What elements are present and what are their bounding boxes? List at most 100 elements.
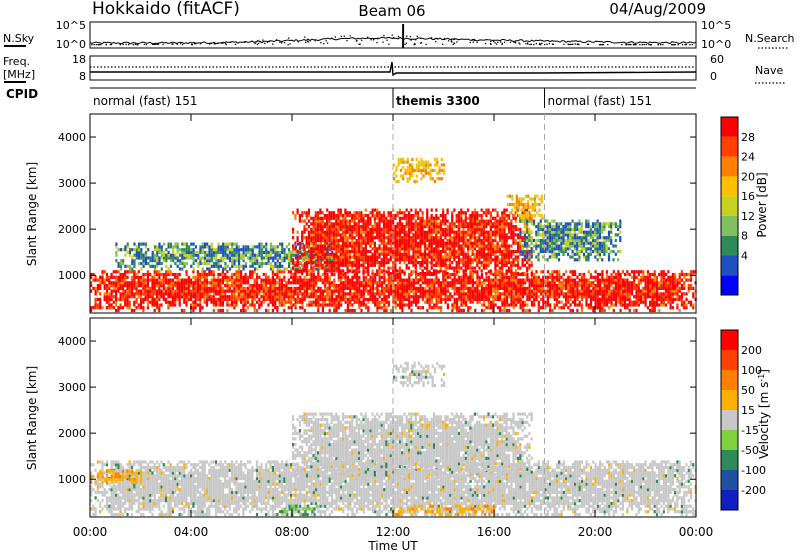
heatmap-cell <box>119 295 122 299</box>
heatmap-cell <box>346 303 349 307</box>
heatmap-cell <box>321 292 324 296</box>
heatmap-cell <box>342 225 345 229</box>
heatmap-cell <box>178 292 181 296</box>
heatmap-cell <box>378 225 381 229</box>
heatmap-cell <box>230 300 234 304</box>
heatmap-cell <box>346 286 349 290</box>
heatmap-cell <box>680 300 683 304</box>
heatmap-cell <box>242 278 245 282</box>
heatmap-cell <box>483 292 486 296</box>
heatmap-cell <box>255 284 259 288</box>
heatmap-cell <box>469 292 472 296</box>
heatmap-cell <box>614 300 618 304</box>
heatmap-cell <box>351 275 354 279</box>
heatmap-cell <box>332 258 336 262</box>
heatmap-cell <box>321 211 324 215</box>
heatmap-cell <box>426 261 429 265</box>
heatmap-cell <box>194 306 197 310</box>
heatmap-cell <box>544 300 547 304</box>
heatmap-cell <box>178 281 181 285</box>
heatmap-cell <box>526 295 529 299</box>
heatmap-cell <box>405 278 409 282</box>
heatmap-cell <box>612 286 615 290</box>
heatmap-cell <box>405 286 409 290</box>
heatmap-cell <box>278 275 281 279</box>
heatmap-cell <box>692 303 695 307</box>
heatmap-cell <box>321 263 324 267</box>
heatmap-cell <box>369 292 372 296</box>
heatmap-cell <box>305 214 308 218</box>
heatmap-cell <box>421 238 424 243</box>
nsearch-dot <box>471 39 473 41</box>
heatmap-cell <box>321 227 324 231</box>
heatmap-cell <box>323 266 326 270</box>
heatmap-cell <box>353 284 356 288</box>
heatmap-cell <box>140 295 143 299</box>
heatmap-cell <box>174 253 177 257</box>
heatmap-cell <box>274 303 277 307</box>
heatmap-cell <box>292 297 295 301</box>
heatmap-cell <box>403 255 406 259</box>
heatmap-cell <box>430 284 434 288</box>
heatmap-cell <box>144 242 147 246</box>
heatmap-cell <box>305 211 308 215</box>
heatmap-cell <box>435 216 438 220</box>
heatmap-cell <box>135 289 138 293</box>
heatmap-cell <box>403 286 406 290</box>
heatmap-cell <box>310 241 313 245</box>
heatmap-cell <box>364 225 367 229</box>
heatmap-cell <box>410 258 413 262</box>
heatmap-cell <box>387 230 390 234</box>
heatmap-cell <box>474 270 477 274</box>
heatmap-cell <box>617 297 620 301</box>
heatmap-cell <box>253 306 256 310</box>
heatmap-cell <box>199 281 202 285</box>
heatmap-cell <box>494 289 497 293</box>
nsearch-dot <box>489 42 492 45</box>
heatmap-cell <box>328 236 331 240</box>
heatmap-cell <box>340 300 343 304</box>
heatmap-cell <box>221 297 224 301</box>
heatmap-cell <box>133 253 136 257</box>
heatmap-cell <box>369 258 372 262</box>
heatmap-cell <box>228 248 232 252</box>
heatmap-cell <box>426 222 429 226</box>
heatmap-cell <box>358 284 361 288</box>
heatmap-cell <box>108 297 111 301</box>
heatmap-cell <box>144 297 147 301</box>
nsearch-dot <box>281 42 283 44</box>
heatmap-cell <box>130 308 134 313</box>
heatmap-cell <box>298 219 301 223</box>
heatmap-cell <box>142 300 145 304</box>
heatmap-cell <box>90 281 93 285</box>
heatmap-cell <box>210 259 213 263</box>
heatmap-cell <box>312 269 315 273</box>
heatmap-cell <box>130 270 134 274</box>
heatmap-cell <box>371 272 374 276</box>
heatmap-cell <box>330 222 333 226</box>
heatmap-cell <box>360 295 363 299</box>
heatmap-cell <box>658 295 661 299</box>
heatmap-cell <box>405 230 408 234</box>
heatmap-cell <box>405 247 408 251</box>
heatmap-cell <box>446 255 449 259</box>
heatmap-cell <box>117 306 120 310</box>
heatmap-cell <box>319 233 322 237</box>
heatmap-cell <box>201 267 204 271</box>
heatmap-cell <box>387 295 390 299</box>
heatmap-cell <box>353 255 356 259</box>
heatmap-cell <box>301 286 304 290</box>
heatmap-cell <box>580 292 584 296</box>
heatmap-cell <box>340 289 343 293</box>
heatmap-cell <box>348 227 351 231</box>
heatmap-cell <box>115 292 118 296</box>
heatmap-cell <box>567 289 570 293</box>
heatmap-cell <box>251 264 254 268</box>
heatmap-cell <box>435 252 438 256</box>
heatmap-cell <box>437 230 440 234</box>
heatmap-cell <box>271 308 274 313</box>
heatmap-cell <box>487 297 490 301</box>
heatmap-cell <box>251 259 254 263</box>
heatmap-cell <box>285 267 288 271</box>
heatmap-cell <box>453 289 456 293</box>
